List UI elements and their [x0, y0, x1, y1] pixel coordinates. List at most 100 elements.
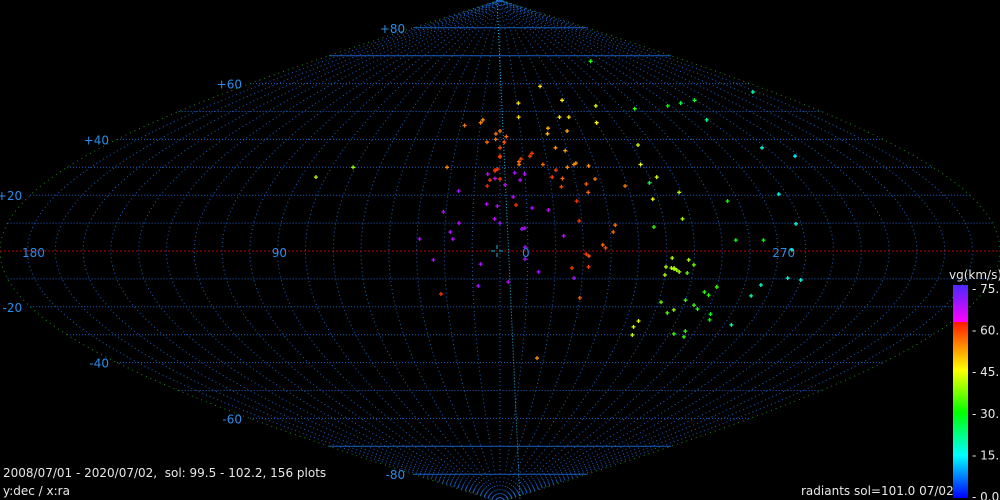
radiant-point: [662, 273, 667, 277]
radiant-point: [584, 182, 589, 186]
radiant-point: [665, 310, 670, 315]
radiant-point: [485, 172, 490, 176]
radiant-point: [680, 216, 685, 221]
radiant-point: [561, 233, 566, 238]
radiant-point: [431, 257, 436, 262]
radiant-point: [441, 209, 446, 214]
radiant-point: [569, 266, 574, 270]
radiant-point: [789, 247, 794, 252]
radiant-point: [523, 245, 527, 250]
radiant-point: [665, 103, 670, 108]
radiant-point: [536, 269, 541, 274]
radiant-point: [476, 283, 481, 288]
radiant-point: [503, 182, 508, 187]
radiant-point: [445, 165, 449, 170]
radiant-point: [493, 137, 498, 142]
radiant-point: [677, 269, 682, 274]
colorbar-tick-label: - 15.0: [972, 448, 1000, 462]
meridian-line: [332, 0, 501, 500]
meridian-line: [499, 0, 584, 500]
meridian-line: [499, 0, 529, 500]
radiant-point: [611, 230, 616, 234]
radiant-point: [623, 184, 628, 188]
radiant-point: [683, 298, 688, 303]
radiant-point: [593, 103, 598, 108]
radiant-point: [785, 276, 790, 281]
radiant-point: [493, 168, 498, 173]
radiant-point: [704, 117, 709, 122]
radiant-point: [560, 98, 565, 103]
radiant-point: [761, 238, 766, 243]
radiant-point: [546, 208, 551, 212]
meridian-line: [416, 0, 501, 500]
colorbar-tick-label: - 45.0: [972, 365, 1000, 379]
radiant-point: [565, 165, 570, 170]
radiant-point: [603, 245, 608, 250]
center-cross-icon: [491, 245, 503, 257]
meridian-line: [138, 0, 501, 500]
radiant-point: [692, 98, 697, 103]
radiant-point: [714, 285, 719, 289]
radiant-point: [504, 134, 509, 139]
radiant-point: [351, 165, 356, 170]
radiant-point: [760, 145, 764, 150]
meridian-line: [360, 0, 501, 500]
dec-tick-label: +80: [380, 22, 405, 36]
radiant-point: [417, 237, 422, 241]
reference-meridian-line: [496, 0, 521, 500]
radiant-point: [577, 295, 582, 300]
radiant-point: [613, 223, 618, 228]
radiant-point: [495, 167, 500, 171]
radiant-point: [733, 238, 738, 243]
radiant-point: [672, 267, 676, 272]
radiant-point: [593, 177, 598, 181]
radiant-point: [681, 334, 686, 339]
radiant-point: [516, 101, 521, 106]
radiant-point: [685, 271, 690, 275]
radiant-point: [586, 190, 591, 195]
radiant-point: [647, 180, 652, 185]
radiant-point: [545, 131, 550, 136]
footer-right: radiants sol=101.0 07/02: [801, 484, 954, 498]
radiant-point: [758, 283, 763, 287]
radiant-point: [517, 162, 522, 167]
meridian-line: [249, 0, 501, 500]
radiant-point: [485, 140, 489, 145]
radiant-point: [594, 120, 599, 125]
radiant-point: [793, 221, 798, 226]
meridian-line: [499, 0, 974, 500]
radiant-point: [456, 221, 461, 226]
radiant-point: [529, 151, 534, 156]
meridian-line: [499, 0, 751, 500]
colorbar-tick-label: - 60.0: [972, 324, 1000, 338]
colorbar-gradient: [953, 285, 968, 498]
dec-tick-label: -80: [386, 468, 406, 482]
dec-tick-label: -40: [89, 357, 109, 371]
radiant-point: [538, 84, 543, 89]
radiant-point: [563, 148, 568, 153]
radiant-point: [677, 190, 682, 195]
axis-caption: y:dec / x:ra: [3, 484, 70, 498]
meridian-line: [499, 0, 696, 500]
radiant-point: [313, 175, 318, 180]
radiant-point: [462, 123, 467, 128]
meridian-line: [499, 0, 640, 500]
radiant-point: [448, 230, 453, 234]
radiant-point: [550, 175, 555, 180]
radiant-point: [522, 172, 527, 176]
radiant-point: [671, 331, 676, 336]
radiant-point: [691, 262, 696, 267]
radiant-point: [650, 197, 655, 202]
meridian-line: [221, 0, 501, 500]
radiant-point: [708, 312, 713, 317]
radiant-point: [670, 256, 675, 260]
radiant-point: [566, 115, 571, 120]
radiant-point: [632, 106, 637, 111]
radiant-point: [560, 176, 565, 181]
meridian-line: [499, 0, 779, 500]
dec-tick-label: +60: [217, 78, 242, 92]
radiant-point: [706, 293, 711, 298]
radiant-point: [480, 117, 485, 122]
radiant-point: [659, 300, 663, 305]
